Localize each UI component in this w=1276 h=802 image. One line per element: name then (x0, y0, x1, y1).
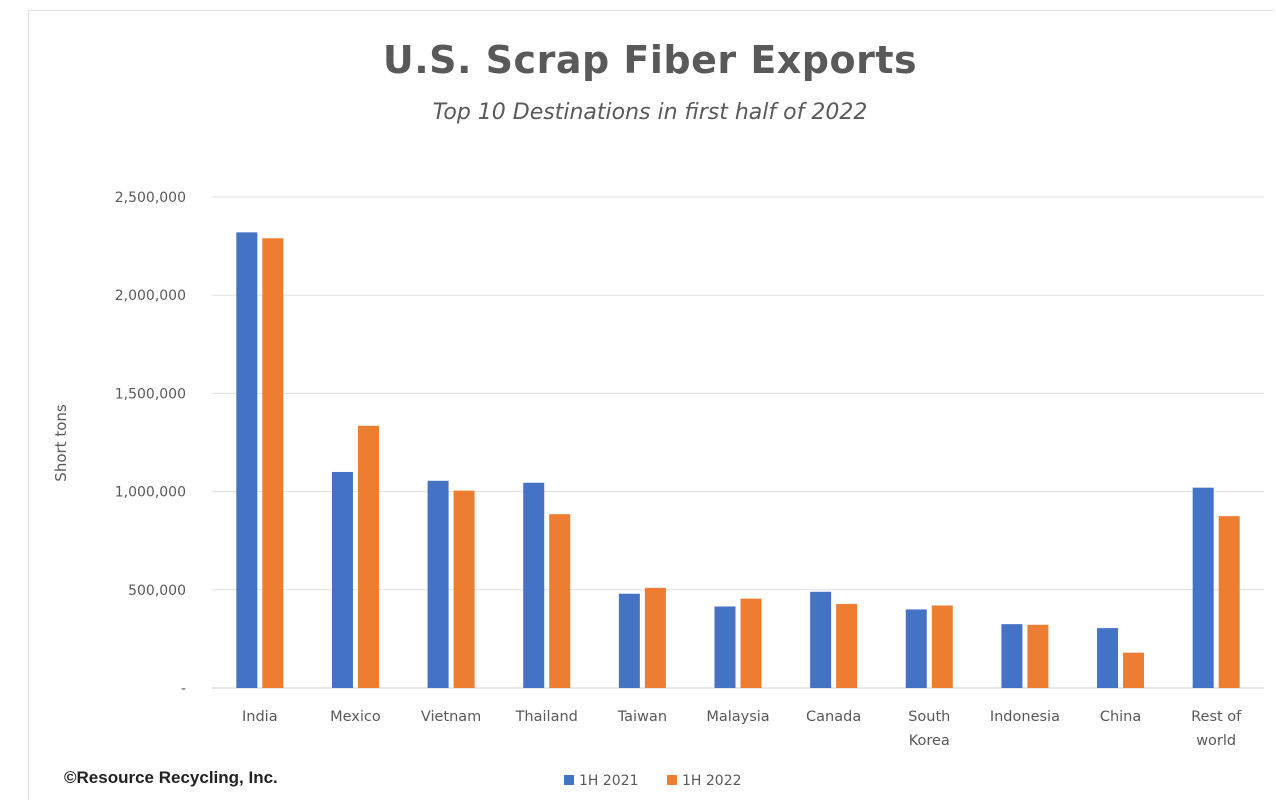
copyright-credit: ©Resource Recycling, Inc. (64, 768, 278, 787)
bar-1h-2021 (331, 471, 353, 688)
bar-1h-2022 (262, 238, 284, 688)
bar-1h-2022 (931, 605, 953, 688)
bar-1h-2022 (644, 587, 666, 688)
x-category-label: Canada (806, 709, 861, 725)
bar-1h-2021 (618, 593, 640, 688)
chart-subtitle: Top 10 Destinations in first half of 202… (432, 100, 868, 125)
bar-1h-2022 (836, 603, 858, 688)
legend-swatch (564, 775, 574, 785)
bar-1h-2022 (1123, 652, 1145, 688)
y-tick-label: 2,000,000 (115, 288, 186, 304)
x-category-label: Rest of (1191, 709, 1242, 725)
bar-1h-2021 (1192, 487, 1214, 688)
bar-1h-2021 (810, 591, 832, 688)
y-tick-label: - (181, 681, 186, 697)
x-category-label: Taiwan (617, 709, 667, 725)
legend-swatch (667, 775, 677, 785)
x-category-label: Vietnam (421, 709, 481, 725)
legend-label: 1H 2021 (579, 773, 639, 789)
y-tick-label: 1,000,000 (115, 485, 186, 501)
x-category-label: Thailand (515, 709, 578, 725)
bar-1h-2021 (523, 482, 545, 688)
x-category-label: Indonesia (990, 709, 1060, 725)
legend: 1H 2021 1H 2022 (564, 773, 742, 789)
bar-1h-2021 (714, 606, 736, 688)
x-axis-categories: India Mexico Vietnam Thailand Taiwan Malaysia… (242, 709, 1242, 749)
bar-1h-2022 (549, 514, 571, 688)
bar-1h-2022 (1218, 516, 1240, 688)
gridlines (212, 196, 1264, 689)
x-category-label: South (908, 709, 950, 725)
x-category-label: Korea (909, 733, 950, 749)
x-category-label: world (1196, 733, 1236, 749)
chart-frame (28, 10, 1274, 800)
bar-1h-2022 (740, 598, 762, 688)
x-category-label: China (1100, 709, 1141, 725)
bar-1h-2021 (427, 480, 449, 688)
legend-label: 1H 2022 (682, 773, 742, 789)
chart-title: U.S. Scrap Fiber Exports (382, 38, 918, 82)
y-tick-label: 1,500,000 (115, 386, 186, 402)
x-category-label: India (242, 709, 278, 725)
y-tick-label: 500,000 (128, 583, 186, 599)
bar-1h-2021 (1001, 624, 1023, 688)
x-category-label: Mexico (330, 709, 381, 725)
x-category-label: Malaysia (706, 709, 769, 725)
y-axis-ticks: - 500,000 1,000,000 1,500,000 2,000,000 2,500… (115, 190, 186, 697)
bar-1h-2022 (1027, 624, 1049, 688)
y-tick-label: 2,500,000 (115, 190, 186, 206)
bar-1h-2022 (357, 425, 379, 688)
bar-1h-2021 (236, 232, 258, 689)
bar-1h-2022 (453, 490, 475, 688)
bars (236, 232, 1240, 689)
bar-1h-2021 (905, 609, 927, 688)
y-axis-title: Short tons (52, 404, 70, 482)
bar-1h-2021 (1097, 628, 1119, 688)
